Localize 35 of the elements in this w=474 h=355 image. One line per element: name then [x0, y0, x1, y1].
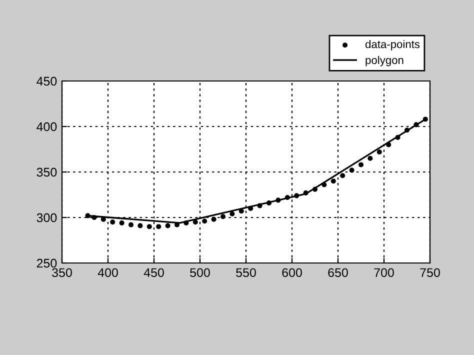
y-tick-label: 450	[36, 76, 57, 86]
y-tick-label: 400	[36, 122, 57, 132]
point	[238, 208, 244, 214]
point	[165, 223, 170, 228]
point	[340, 173, 346, 178]
point	[368, 156, 373, 161]
point	[119, 220, 124, 226]
x-tick-label: 750	[420, 268, 440, 278]
y-tick-label: 250	[36, 258, 57, 268]
x-tick-label: 450	[144, 268, 164, 278]
point	[220, 214, 226, 220]
point	[110, 220, 116, 225]
point	[349, 168, 354, 173]
x-tick-label: 400	[98, 268, 118, 278]
point	[358, 162, 364, 168]
y-tick-label: 300	[36, 213, 57, 222]
x-tick-label: 550	[236, 268, 256, 278]
legend-label: data-points	[365, 40, 420, 50]
point	[128, 222, 134, 228]
point	[211, 216, 216, 222]
x-tick-label: 600	[282, 268, 302, 278]
point	[156, 224, 162, 230]
legend-label: polygon	[366, 56, 404, 66]
x-tick-label: 350	[52, 268, 72, 278]
point	[202, 218, 208, 224]
point	[330, 178, 336, 184]
x-tick-label: 500	[190, 268, 210, 278]
point	[192, 220, 198, 225]
point	[138, 223, 143, 228]
y-tick-label: 350	[36, 168, 57, 177]
point	[146, 224, 152, 230]
point	[376, 149, 382, 155]
x-tick-label: 650	[328, 268, 348, 278]
x-tick-label: 700	[374, 268, 394, 278]
point	[230, 211, 235, 216]
